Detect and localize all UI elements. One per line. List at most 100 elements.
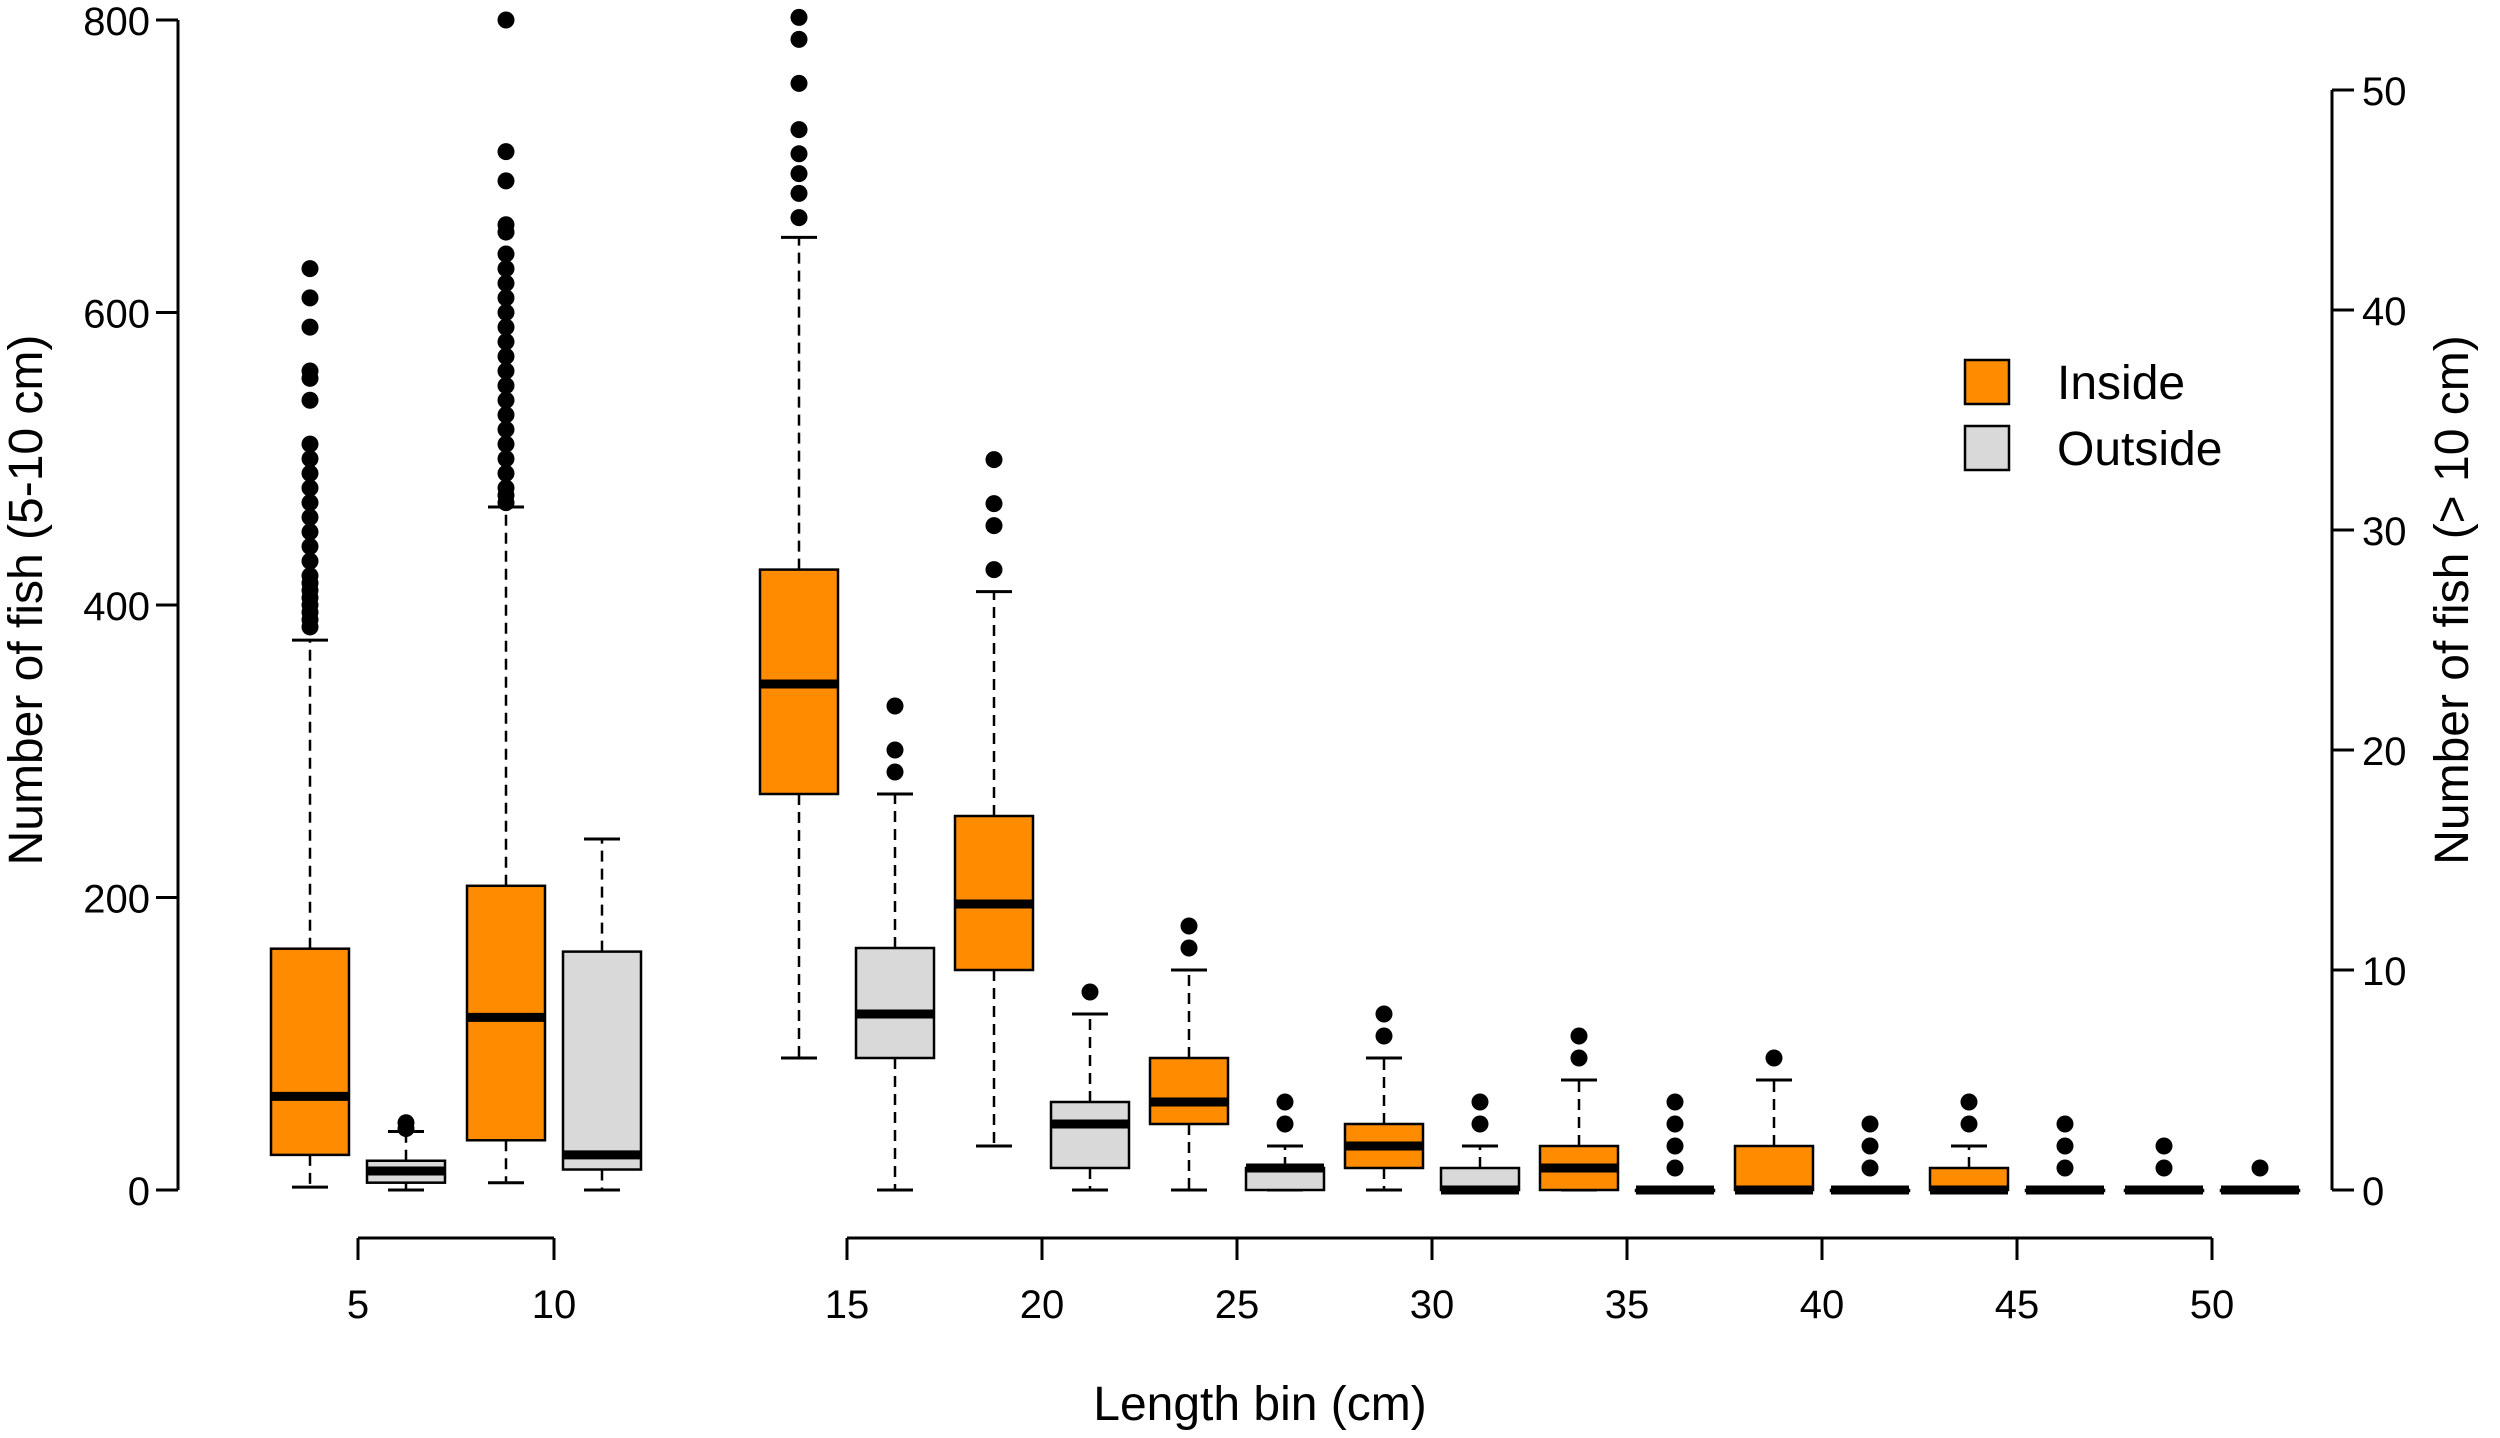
x-tick-label: 50 [2190, 1283, 2235, 1327]
outlier-point [1180, 939, 1198, 957]
outlier-point [886, 763, 904, 781]
y-axis-label-right: Number of fish (> 10 cm) [2426, 335, 2479, 865]
outlier-point [397, 1114, 415, 1132]
outlier-point [301, 435, 319, 453]
outlier-point [497, 289, 515, 307]
x-tick-label: 20 [1020, 1283, 1065, 1327]
outlier-point [1081, 983, 1099, 1001]
outlier-point [2251, 1159, 2269, 1177]
outlier-point [1276, 1093, 1294, 1111]
x-tick-label: 25 [1215, 1283, 1260, 1327]
outlier-point [1666, 1137, 1684, 1155]
outlier-point [1861, 1159, 1879, 1177]
outlier-point [790, 184, 808, 202]
outlier-point [2056, 1115, 2074, 1133]
outlier-point [497, 304, 515, 321]
x-tick-label: 45 [1995, 1283, 2040, 1327]
outlier-point [497, 245, 515, 263]
outlier-point [2155, 1159, 2173, 1177]
x-tick-label: 5 [347, 1283, 369, 1327]
y-tick-label-right: 10 [2362, 950, 2407, 994]
y-tick-label-right: 30 [2362, 510, 2407, 554]
y-tick-label-right: 20 [2362, 730, 2407, 774]
outlier-point [1666, 1115, 1684, 1133]
outlier-point [497, 274, 515, 292]
box-body [854, 946, 936, 1060]
outlier-point [497, 347, 515, 365]
outlier-point [301, 567, 319, 585]
box-inside-20 [953, 451, 1035, 1148]
x-tick-label: 35 [1605, 1283, 1650, 1327]
outlier-point [497, 333, 515, 351]
outlier-point [1960, 1115, 1978, 1133]
x-tick-label: 40 [1800, 1283, 1845, 1327]
outlier-point [301, 391, 319, 409]
outlier-point [1471, 1115, 1489, 1133]
box-inside-45 [1928, 1093, 2010, 1195]
outlier-point [1471, 1093, 1489, 1111]
box-inside-5 [269, 260, 351, 1189]
outlier-point [790, 8, 808, 26]
y-tick-label-left: 800 [83, 0, 150, 44]
x-tick-label: 30 [1410, 1283, 1455, 1327]
outlier-point [1960, 1093, 1978, 1111]
box-inside-40 [1733, 1049, 1815, 1195]
y-tick-label-left: 600 [83, 293, 150, 337]
outlier-point [1570, 1049, 1588, 1067]
y-axis-label-left: Number of fish (5-10 cm) [0, 335, 53, 866]
outlier-point [1375, 1005, 1393, 1023]
outlier-point [497, 406, 515, 424]
box-outside-50 [2219, 1159, 2301, 1195]
outlier-point [497, 216, 515, 234]
outlier-point [985, 495, 1003, 513]
box-outside-20 [1049, 983, 1131, 1192]
outlier-point [301, 362, 319, 380]
outlier-point [1276, 1115, 1294, 1133]
y-tick-label-right: 50 [2362, 70, 2407, 114]
outlier-point [497, 11, 515, 29]
outlier-point [1861, 1115, 1879, 1133]
outlier-point [2155, 1137, 2173, 1155]
outlier-point [497, 318, 515, 336]
y-tick-label-left: 0 [128, 1170, 150, 1214]
outlier-point [497, 260, 515, 278]
x-tick-label: 15 [825, 1283, 870, 1327]
outlier-point [1570, 1027, 1588, 1045]
outlier-point [497, 450, 515, 468]
box-inside-25 [1148, 917, 1230, 1192]
box-inside-35 [1538, 1027, 1620, 1192]
box-outside-40 [1829, 1115, 1911, 1195]
box-body [269, 947, 351, 1157]
box-body [953, 814, 1035, 972]
box-body [1148, 1056, 1230, 1126]
legend-label-outside: Outside [2057, 423, 2222, 476]
outlier-point [497, 391, 515, 409]
outlier-point [497, 377, 515, 395]
outlier-point [497, 143, 515, 161]
box-body [561, 950, 643, 1171]
outlier-point [1375, 1027, 1393, 1045]
legend-label-inside: Inside [2057, 357, 2185, 410]
outlier-point [1861, 1137, 1879, 1155]
legend: Inside Outside [1963, 357, 2222, 476]
outlier-point [985, 561, 1003, 579]
outlier-point [301, 464, 319, 482]
box-inside-10 [465, 11, 547, 1185]
box-outside-35 [1634, 1093, 1716, 1195]
box-outside-10 [561, 837, 643, 1192]
x-tick-label: 10 [532, 1283, 577, 1327]
outlier-point [790, 121, 808, 139]
outlier-point [790, 209, 808, 227]
outlier-point [1666, 1093, 1684, 1111]
outlier-point [790, 30, 808, 48]
box-outside-15 [854, 697, 936, 1192]
outlier-point [2056, 1159, 2074, 1177]
outlier-point [985, 451, 1003, 469]
axes-group: 0 200 400 600 800 0 10 20 30 40 50 5 10 15 20 25 30 35 40 4… [83, 0, 2406, 1327]
outlier-point [301, 260, 319, 278]
outlier-point [497, 435, 515, 453]
legend-swatch-outside [1963, 424, 2011, 472]
outlier-point [1765, 1049, 1783, 1067]
box-outside-25 [1244, 1093, 1326, 1192]
